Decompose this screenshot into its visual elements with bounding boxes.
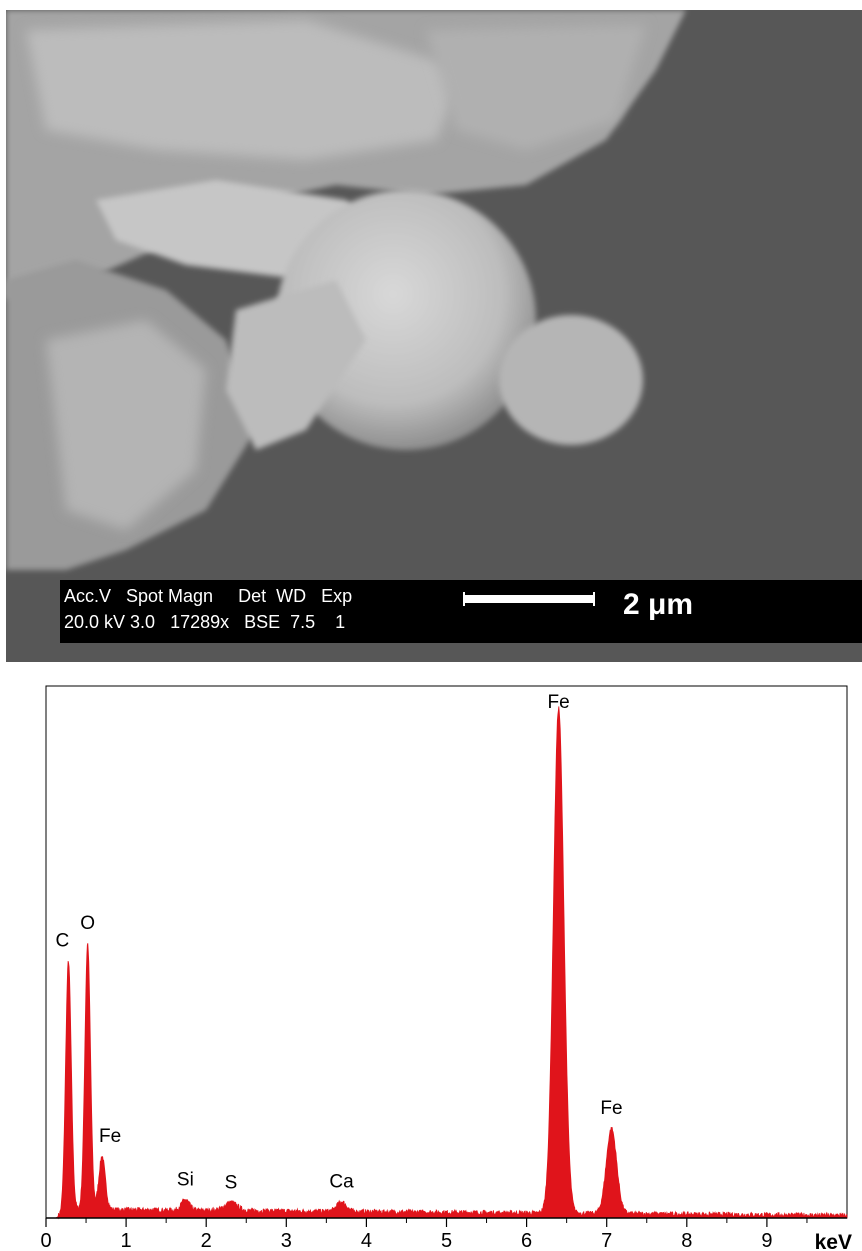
databar-header: Acc.V Spot Magn Det WD Exp bbox=[64, 586, 353, 606]
x-tick-label: 8 bbox=[681, 1230, 692, 1251]
x-tick-label: 3 bbox=[281, 1230, 292, 1251]
peak-label-ca: Ca bbox=[329, 1172, 354, 1193]
peak-label-fe: Fe bbox=[548, 692, 570, 713]
peak-label-fe: Fe bbox=[99, 1126, 121, 1147]
x-tick-label: 0 bbox=[40, 1230, 51, 1251]
scale-bar-label: 2 μm bbox=[623, 588, 694, 621]
x-tick-label: 4 bbox=[361, 1230, 372, 1251]
x-tick-label: 7 bbox=[601, 1230, 612, 1251]
plot-frame bbox=[45, 685, 848, 1219]
x-axis-ticks: 0 1 2 3 4 5 6 7 8 9 bbox=[40, 1218, 808, 1251]
scale-bar bbox=[463, 592, 595, 606]
sem-image bbox=[6, 10, 862, 662]
peak-label-o: O bbox=[80, 913, 95, 934]
spectrum-series bbox=[55, 706, 848, 1220]
peak-labels: CO Fe Si S Ca Fe Fe bbox=[56, 692, 623, 1193]
x-tick-label: 2 bbox=[201, 1230, 212, 1251]
x-tick-label: 1 bbox=[121, 1230, 132, 1251]
databar-values: 20.0 kV 3.0 17289x BSE 7.5 1 bbox=[64, 612, 346, 632]
sem-micrograph: Acc.V Spot Magn Det WD Exp 20.0 kV 3.0 1… bbox=[6, 10, 862, 662]
eds-spectrum-chart: 0 1 2 3 4 5 6 7 8 9 CO Fe Si S Ca Fe Fe keV bbox=[40, 685, 852, 1251]
peak-label-si: Si bbox=[177, 1169, 194, 1190]
x-tick-label: 5 bbox=[441, 1230, 452, 1251]
x-axis-unit-label: keV bbox=[815, 1231, 852, 1251]
peak-label-s: S bbox=[225, 1172, 238, 1193]
x-tick-label: 9 bbox=[761, 1230, 772, 1251]
spectrum-area bbox=[55, 706, 848, 1220]
peak-label-c: C bbox=[56, 931, 70, 952]
x-tick-label: 6 bbox=[521, 1230, 532, 1251]
sem-databar: Acc.V Spot Magn Det WD Exp 20.0 kV 3.0 1… bbox=[60, 580, 862, 643]
peak-label-fe: Fe bbox=[600, 1098, 622, 1119]
